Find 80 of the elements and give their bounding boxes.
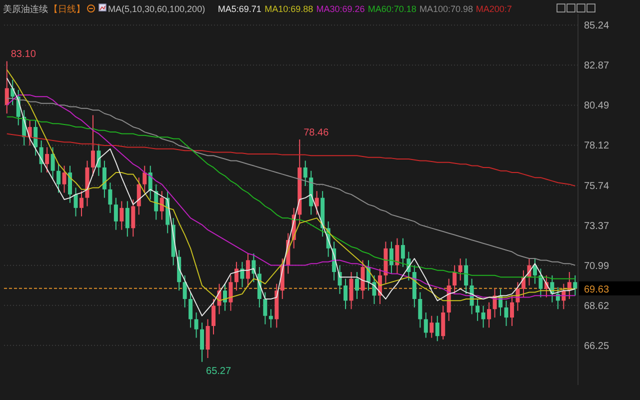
candlestick <box>90 114 95 176</box>
candlestick <box>131 199 136 238</box>
candlestick <box>142 165 147 194</box>
candlestick <box>303 160 308 187</box>
candlestick <box>125 200 130 238</box>
candlestick <box>487 302 492 328</box>
text: MA60:70.18 <box>368 4 416 14</box>
y-tick-label: 80.49 <box>584 100 610 112</box>
legend-title: MA(5,10,30,60,100,200) <box>108 4 206 14</box>
candlestick <box>4 60 9 114</box>
candlestick <box>435 315 440 342</box>
candlestick <box>372 274 376 305</box>
candlestick <box>355 272 360 300</box>
y-tick-label: 70.99 <box>584 260 610 272</box>
y-tick-label: 75.74 <box>584 180 610 192</box>
candlestick <box>182 274 187 308</box>
candlestick <box>464 258 468 294</box>
candlestick <box>102 160 106 198</box>
text: MA30:69.26 <box>316 4 365 14</box>
candlestick <box>200 322 204 362</box>
candlestick <box>314 190 319 216</box>
y-tick-label: 82.87 <box>584 60 610 72</box>
y-tick-label: 85.24 <box>584 20 610 32</box>
y-tick-label: 66.25 <box>584 340 610 352</box>
y-tick-label: 73.37 <box>584 220 610 232</box>
annotation: 78.46 <box>304 127 330 138</box>
candlestick <box>136 177 141 216</box>
candlestick <box>79 190 84 217</box>
candlestick <box>160 190 164 220</box>
candlestick <box>441 305 446 340</box>
chart-title: 美原油连续 <box>3 4 48 14</box>
candlestick <box>108 182 112 214</box>
y-tick-label: 78.12 <box>584 140 610 152</box>
candlestick <box>573 274 578 296</box>
annotation: 83.10 <box>10 49 36 60</box>
candlestick <box>234 261 238 292</box>
candlestick <box>50 146 55 180</box>
candlestick <box>360 260 365 300</box>
candlestick <box>240 261 244 288</box>
chart-subtitle: 【日线】 <box>49 4 85 14</box>
candlestick <box>188 292 193 328</box>
candlestick <box>206 318 210 359</box>
candlestick <box>424 312 428 338</box>
candlestick <box>349 272 354 310</box>
candlestick <box>344 278 348 310</box>
candlestick <box>222 283 227 312</box>
candlestick <box>389 241 394 274</box>
candlestick <box>510 295 514 326</box>
candlestick <box>452 264 457 294</box>
text: MA5:69.71 <box>218 4 262 14</box>
candlestick <box>74 187 78 217</box>
candlestick <box>194 312 198 338</box>
candlestick <box>56 164 61 194</box>
candlestick <box>504 300 508 326</box>
annotation: 65.27 <box>206 366 232 377</box>
candlestick <box>400 238 405 268</box>
candlestick <box>62 165 66 194</box>
candlestick <box>458 258 462 281</box>
text: MA10:69.88 <box>264 4 314 14</box>
candlestick <box>212 298 216 335</box>
candlestick <box>476 298 480 322</box>
candlestick <box>228 274 233 312</box>
candlestick <box>430 315 434 338</box>
candlestick <box>45 146 50 174</box>
candlestick <box>246 252 250 288</box>
candlestick <box>481 305 486 328</box>
text: MA100:70.98 <box>419 4 474 14</box>
candlestick <box>114 197 118 230</box>
candlestick <box>120 200 124 230</box>
candlestick <box>154 184 158 220</box>
candlestick <box>34 120 38 156</box>
candlestick <box>538 268 543 298</box>
candlestick <box>263 292 268 325</box>
text: MA200:7 <box>476 4 512 14</box>
candlestick <box>395 238 400 274</box>
ref-line-label: 69.63 <box>584 284 610 296</box>
candlestick <box>418 292 422 328</box>
y-tick-label: 68.62 <box>584 300 610 312</box>
candlestick <box>532 258 537 284</box>
candlestick <box>68 165 72 204</box>
